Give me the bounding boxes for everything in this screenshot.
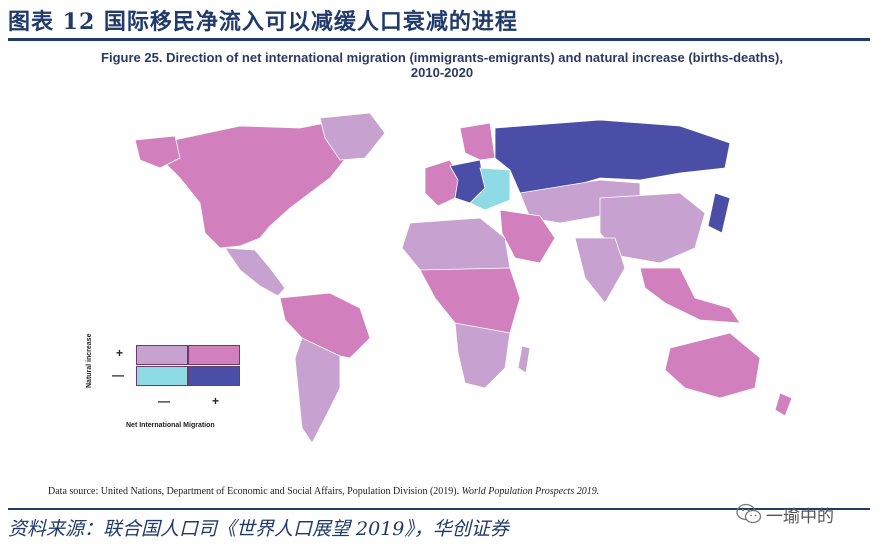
region-southern-africa <box>454 322 511 389</box>
region-china <box>599 192 706 264</box>
legend-x-label: Net International Migration <box>126 422 215 429</box>
source-note-text: Data source: United Nations, Department … <box>48 486 462 497</box>
source-note-italic: World Population Prospects 2019. <box>461 486 600 497</box>
figure-title: Figure 25. Direction of net internationa… <box>0 50 884 80</box>
legend-x-minus: — <box>158 394 170 408</box>
watermark: 一瑜中的 <box>736 500 866 528</box>
region-scandinavia <box>459 122 496 161</box>
legend-natural-plus-migration-plus <box>188 345 240 365</box>
region-madagascar <box>517 345 531 374</box>
region-new-zealand <box>774 392 793 417</box>
footer-source: 资料来源：联合国人口司《世界人口展望 2019》，华创证券 <box>8 518 509 540</box>
region-north-america <box>159 119 351 249</box>
region-southeast-asia <box>639 267 741 324</box>
world-map <box>134 112 793 444</box>
wechat-icon <box>736 503 762 524</box>
legend-y-minus: — <box>112 368 124 382</box>
legend-natural-plus-migration-minus <box>136 345 188 365</box>
region-india <box>574 237 626 304</box>
header-rule <box>8 38 870 41</box>
legend-natural-minus-migration-minus <box>136 366 188 386</box>
chart-title: 图表 12 国际移民净流入可以减缓人口衰减的进程 <box>8 9 518 35</box>
region-central-america <box>224 247 286 297</box>
source-note: Data source: United Nations, Department … <box>48 486 599 497</box>
watermark-text: 一瑜中的 <box>766 507 834 527</box>
figure-title-line1: Figure 25. Direction of net internationa… <box>101 50 783 65</box>
region-alaska <box>134 135 181 169</box>
legend-natural-minus-migration-plus <box>188 366 240 386</box>
region-russia <box>494 119 731 194</box>
region-south-america-north <box>279 292 371 359</box>
region-middle-east <box>499 209 556 264</box>
region-greenland <box>319 112 386 161</box>
legend-x-plus: + <box>212 394 220 408</box>
footer-rule <box>8 508 870 510</box>
region-north-africa <box>401 217 511 277</box>
header: 图表 12 国际移民净流入可以减缓人口衰减的进程 <box>0 0 884 41</box>
legend-y-plus: + <box>116 346 124 360</box>
map-legend: + — — + Natural increase Net Internation… <box>86 330 256 440</box>
legend-y-label: Natural increase <box>86 333 93 388</box>
region-japan <box>707 192 731 234</box>
region-south-america-south <box>294 337 341 444</box>
region-australia <box>664 332 761 399</box>
figure-title-line2: 2010-2020 <box>410 65 474 80</box>
